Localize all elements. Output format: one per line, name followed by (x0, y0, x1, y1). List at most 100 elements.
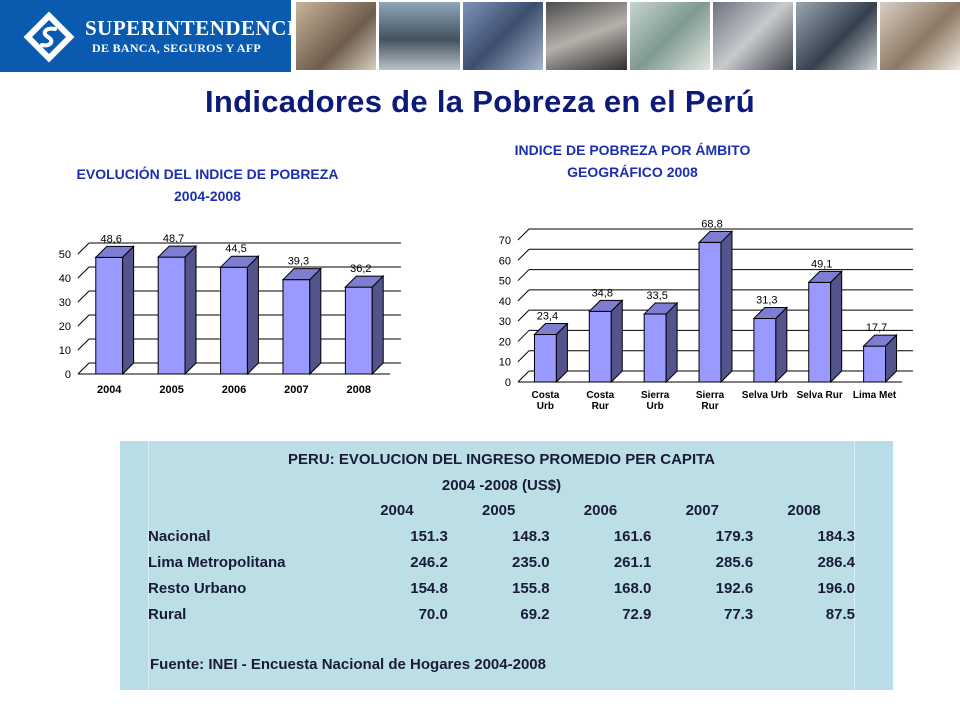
y-tick-label: 10 (59, 345, 71, 357)
gridline-depth (77, 290, 90, 303)
data-label: 34,8 (592, 287, 613, 299)
banner-photo (879, 2, 960, 70)
table-cell: 286.4 (817, 554, 855, 571)
gridline-depth (77, 362, 90, 375)
table-year-header: 2006 (583, 502, 618, 519)
logo-diamond-icon (23, 11, 75, 63)
gridline-depth (517, 248, 530, 261)
logo-text: SUPERINTENDENCIA (85, 16, 312, 40)
x-tick-label: Costa (586, 390, 614, 401)
bar-side (246, 254, 259, 376)
gridline-depth (77, 338, 90, 351)
x-tick-label: Costa (532, 390, 560, 401)
data-label: 36,2 (350, 263, 371, 275)
banner-photo (712, 2, 794, 70)
data-label: 31,3 (756, 295, 777, 307)
gridline-depth (517, 228, 530, 241)
bar-side (665, 301, 678, 384)
data-label: 17,7 (866, 322, 887, 334)
table-cell: 148.3 (512, 528, 550, 545)
bar-side (720, 230, 733, 384)
chart-title-line: EVOLUCIÓN DEL INDICE DE POBREZA (76, 166, 339, 182)
x-tick-label: Lima Met (853, 390, 897, 401)
banner-photo (379, 2, 460, 70)
x-tick-label: 2007 (284, 384, 308, 396)
banner-photo (629, 2, 710, 70)
bar (533, 334, 557, 383)
y-tick-label: 0 (65, 369, 71, 381)
x-tick-label: Rur (592, 401, 609, 412)
table-row-label: Resto Urbano (148, 580, 247, 597)
table-cell: 155.8 (512, 580, 550, 597)
y-tick-label: 50 (59, 249, 71, 261)
table-row-label: Rural (148, 606, 187, 623)
banner-photo (546, 2, 627, 70)
data-label: 33,5 (646, 290, 667, 302)
banner-photo (296, 2, 377, 70)
bar (808, 281, 832, 383)
gridline-depth (517, 350, 530, 363)
chart-subtitle-line: GEOGRÁFICO 2008 (567, 164, 698, 180)
table-cell: 154.8 (410, 580, 448, 597)
bar-side (184, 244, 197, 376)
x-tick-label: Selva Urb (742, 390, 788, 401)
table-cell: 184.3 (817, 528, 855, 545)
y-tick-label: 30 (499, 316, 511, 328)
chart-title-poverty-by-area: INDICE DE POBREZA POR ÁMBITO GEOGRÁFICO … (450, 139, 815, 183)
bar (643, 313, 667, 383)
bar (753, 318, 777, 383)
y-tick-label: 30 (59, 297, 71, 309)
table-row: Nacional 151.3 148.3 161.6 179.3 184.3 (148, 528, 855, 545)
table-header-spacer (148, 502, 346, 519)
bar-side (309, 267, 322, 376)
data-label: 49,1 (811, 258, 832, 270)
data-label: 48,7 (163, 233, 184, 245)
gridline-depth (77, 242, 90, 255)
table-cell: 168.0 (613, 580, 652, 597)
x-tick-label: Selva Rur (797, 390, 843, 401)
y-tick-label: 20 (59, 321, 71, 333)
data-label: 44,5 (225, 243, 246, 255)
bar-side (610, 299, 623, 384)
table-cell: 246.2 (410, 554, 448, 571)
table-cell: 151.3 (410, 528, 448, 545)
y-tick-label: 50 (499, 276, 511, 288)
x-tick-label: Sierra (641, 390, 670, 401)
y-tick-label: 40 (59, 273, 71, 285)
table-cell: 87.5 (825, 606, 855, 623)
x-tick-label: 2006 (222, 384, 246, 396)
gridline-depth (517, 370, 530, 383)
gridline-depth (517, 330, 530, 342)
bar-side (122, 245, 135, 376)
chart-title-line: INDICE DE POBREZA POR ÁMBITO (514, 142, 751, 158)
table-cell: 72.9 (622, 606, 652, 623)
y-tick-label: 0 (505, 377, 511, 389)
table-row: Rural 70.0 69.2 72.9 77.3 87.5 (148, 606, 855, 623)
table-year-header: 2008 (787, 502, 821, 519)
x-tick-label: Urb (647, 401, 664, 412)
y-tick-label: 70 (499, 235, 511, 247)
table-cell: 235.0 (512, 554, 550, 571)
table-subtitle: 2004 -2008 (US$) (441, 477, 562, 494)
table-cell: 70.0 (418, 606, 448, 623)
bar (588, 310, 612, 383)
table-cell: 192.6 (715, 580, 754, 597)
chart-subtitle-line: 2004-2008 (174, 188, 241, 204)
x-tick-label: Urb (537, 401, 554, 412)
header-banner: SUPERINTENDENCIA DE BANCA, SEGUROS Y AFP (0, 0, 960, 72)
gridline-depth (77, 266, 90, 279)
table-header-row: 2004 2005 2006 2007 2008 (148, 502, 855, 519)
logo-subtext: DE BANCA, SEGUROS Y AFP (92, 41, 262, 55)
table-cell: 69.2 (520, 606, 550, 623)
y-tick-label: 20 (499, 336, 511, 348)
table-cell: 161.6 (613, 528, 652, 545)
data-label: 48,6 (100, 233, 121, 245)
bar (282, 279, 311, 375)
table-cell: 179.3 (715, 528, 754, 545)
bar (698, 241, 722, 383)
table-source-note: Fuente: INEI - Encuesta Nacional de Hoga… (150, 656, 546, 673)
table-cell: 285.6 (715, 554, 754, 571)
table-row: Resto Urbano 154.8 155.8 168.0 192.6 196… (148, 580, 855, 597)
table-year-header: 2005 (482, 502, 516, 519)
